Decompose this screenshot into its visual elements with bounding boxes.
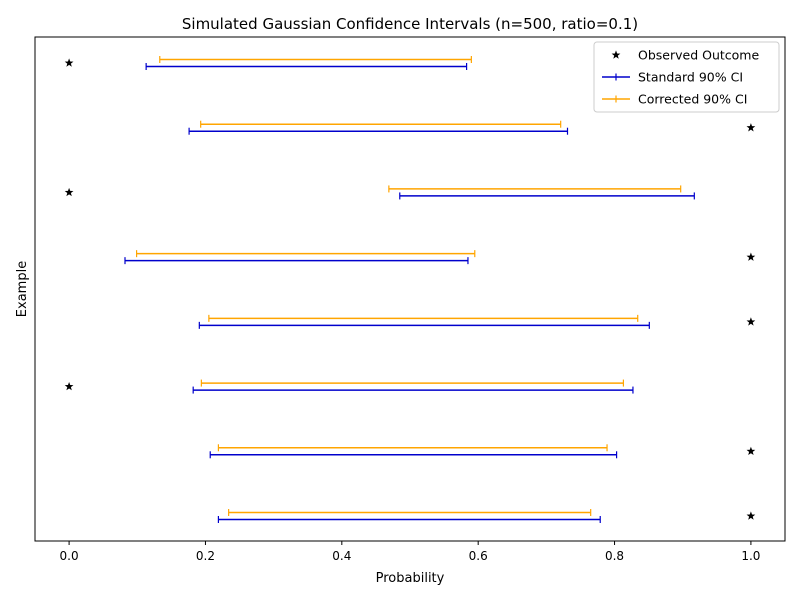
legend-label-0: Observed Outcome	[638, 48, 759, 63]
plot-marks	[65, 56, 756, 523]
chart-title: Simulated Gaussian Confidence Intervals …	[182, 15, 638, 33]
legend-label-1: Standard 90% CI	[638, 70, 743, 85]
outcome-star-5	[65, 382, 74, 390]
outcome-star-3	[747, 253, 756, 261]
standard-ci-0	[146, 63, 466, 70]
corrected-ci-0	[160, 56, 472, 63]
standard-ci-6	[210, 451, 616, 458]
outcome-star-1	[747, 123, 756, 131]
outcome-star-6	[747, 447, 756, 455]
corrected-ci-2	[389, 185, 681, 192]
outcome-star-0	[65, 58, 74, 66]
x-axis: 0.0 0.2 0.4 0.6 0.8 1.0	[60, 541, 761, 563]
corrected-ci-4	[209, 315, 638, 322]
plot-frame	[35, 37, 785, 541]
legend-label-2: Corrected 90% CI	[638, 92, 747, 107]
x-axis-label: Probability	[376, 571, 445, 586]
standard-ci-5	[193, 387, 633, 394]
corrected-ci-7	[229, 509, 591, 516]
x-tick-label-4: 0.8	[605, 549, 624, 563]
outcome-star-4	[747, 317, 756, 325]
x-tick-label-1: 0.2	[196, 549, 215, 563]
x-tick-label-3: 0.6	[469, 549, 488, 563]
legend: Observed Outcome Standard 90% CI Corrected…	[594, 42, 779, 112]
corrected-ci-1	[201, 121, 561, 128]
x-tick-label-0: 0.0	[60, 549, 79, 563]
x-tick-label-2: 0.4	[332, 549, 351, 563]
outcome-star-2	[65, 188, 74, 196]
standard-ci-7	[218, 516, 600, 523]
y-axis-label: Example	[15, 261, 30, 317]
standard-ci-1	[189, 128, 567, 135]
outcome-star-7	[747, 511, 756, 519]
standard-ci-4	[199, 322, 649, 329]
corrected-ci-6	[218, 444, 607, 451]
corrected-ci-3	[137, 250, 475, 257]
x-tick-label-5: 1.0	[741, 549, 760, 563]
standard-ci-3	[125, 257, 468, 264]
corrected-ci-5	[201, 380, 623, 387]
standard-ci-2	[400, 192, 695, 199]
